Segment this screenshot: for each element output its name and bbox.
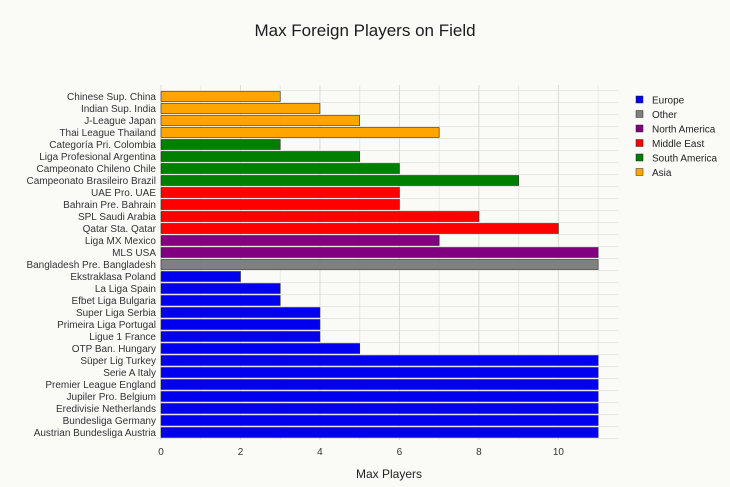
- bar: [160, 415, 599, 426]
- bar: [160, 127, 440, 138]
- bar: [160, 403, 599, 414]
- legend-swatch: [635, 110, 644, 118]
- category-label: Austrian Bundesliga Austria: [34, 428, 157, 439]
- category-label: J-League Japan: [84, 116, 156, 127]
- category-label: UAE Pro. UAE: [91, 188, 156, 199]
- category-label: Super Liga Serbia: [76, 308, 156, 319]
- category-label: Bundesliga Germany: [63, 416, 156, 427]
- bar: [160, 115, 360, 126]
- legend-label: North America: [652, 125, 716, 136]
- category-label: Liga Profesional Argentina: [39, 152, 156, 163]
- category-label: Jupiler Pro. Belgium: [67, 392, 156, 403]
- legend-label: Europe: [652, 96, 685, 107]
- category-label: Efbet Liga Bulgaria: [71, 296, 156, 307]
- category-label: Liga MX Mexico: [85, 236, 157, 247]
- bar: [160, 331, 321, 342]
- bar: [160, 211, 480, 222]
- category-label: Indian Sup. India: [81, 104, 156, 115]
- bar: [160, 379, 599, 390]
- category-label: Qatar Sta. Qatar: [83, 224, 157, 235]
- legend: Europe Other North America Middle East South…: [635, 95, 717, 179]
- legend-swatch: [635, 124, 644, 133]
- bar: [160, 223, 559, 234]
- legend-label: Middle East: [652, 139, 704, 150]
- category-label: Eredivisie Netherlands: [56, 404, 156, 415]
- category-label: La Liga Spain: [95, 284, 156, 295]
- category-label: Categoría Pri. Colombia: [49, 140, 156, 151]
- legend-swatch: [635, 139, 644, 147]
- category-label: Ekstraklasa Poland: [70, 272, 156, 283]
- x-tick-label: 6: [397, 447, 403, 458]
- bar-layer: [160, 91, 599, 438]
- category-label: Campeonato Chileno Chile: [36, 164, 156, 175]
- category-label: Primeira Liga Portugal: [57, 320, 156, 331]
- x-axis-label: Max Players: [356, 467, 422, 481]
- category-label: Serie A Italy: [103, 368, 156, 379]
- bar: [160, 187, 400, 198]
- grid-layer: [160, 85, 618, 440]
- x-tick-label: 4: [317, 447, 323, 458]
- bar: [160, 247, 599, 258]
- bar: [160, 319, 321, 330]
- category-label: Chinese Sup. China: [67, 92, 156, 103]
- bar: [160, 367, 599, 378]
- category-label: OTP Ban. Hungary: [72, 344, 156, 355]
- bar: [160, 91, 281, 102]
- category-label: Ligue 1 France: [89, 332, 156, 343]
- legend-swatch: [635, 168, 644, 176]
- category-label: Premier League England: [45, 380, 156, 391]
- category-label: Campeonato Brasileiro Brazil: [26, 176, 156, 187]
- bar: [160, 163, 400, 174]
- x-tick-label: 10: [553, 447, 565, 458]
- bar: [160, 175, 519, 186]
- bar: [160, 307, 321, 318]
- bar: [160, 259, 599, 270]
- bar: [160, 427, 599, 438]
- bar: [160, 295, 281, 306]
- category-label: Süper Lig Turkey: [80, 356, 156, 367]
- bar: [160, 235, 440, 246]
- category-label: Bahrain Pre. Bahrain: [63, 200, 156, 211]
- category-label: MLS USA: [112, 248, 156, 259]
- legend-label: South America: [652, 154, 717, 165]
- bar: [160, 283, 281, 294]
- x-tick-label: 0: [158, 447, 164, 458]
- legend-label: Asia: [652, 168, 672, 179]
- x-tick-label: 2: [238, 447, 244, 458]
- chart-title: Max Foreign Players on Field: [254, 21, 475, 40]
- bar: [160, 139, 281, 150]
- bar: [160, 271, 241, 282]
- category-label: Thai League Thailand: [59, 128, 156, 139]
- bar: [160, 355, 599, 366]
- bar: [160, 151, 360, 162]
- bar: [160, 391, 599, 402]
- legend-swatch: [635, 153, 644, 162]
- bar: [160, 199, 400, 210]
- bar: [160, 103, 321, 114]
- category-label: SPL Saudi Arabia: [78, 212, 156, 223]
- legend-swatch: [635, 95, 644, 104]
- legend-label: Other: [652, 110, 678, 121]
- bar: [160, 343, 360, 354]
- x-tick-labels: 0 2 4 6 8 10: [158, 447, 564, 458]
- category-label: Bangladesh Pre. Bangladesh: [26, 260, 156, 271]
- x-tick-label: 8: [476, 447, 482, 458]
